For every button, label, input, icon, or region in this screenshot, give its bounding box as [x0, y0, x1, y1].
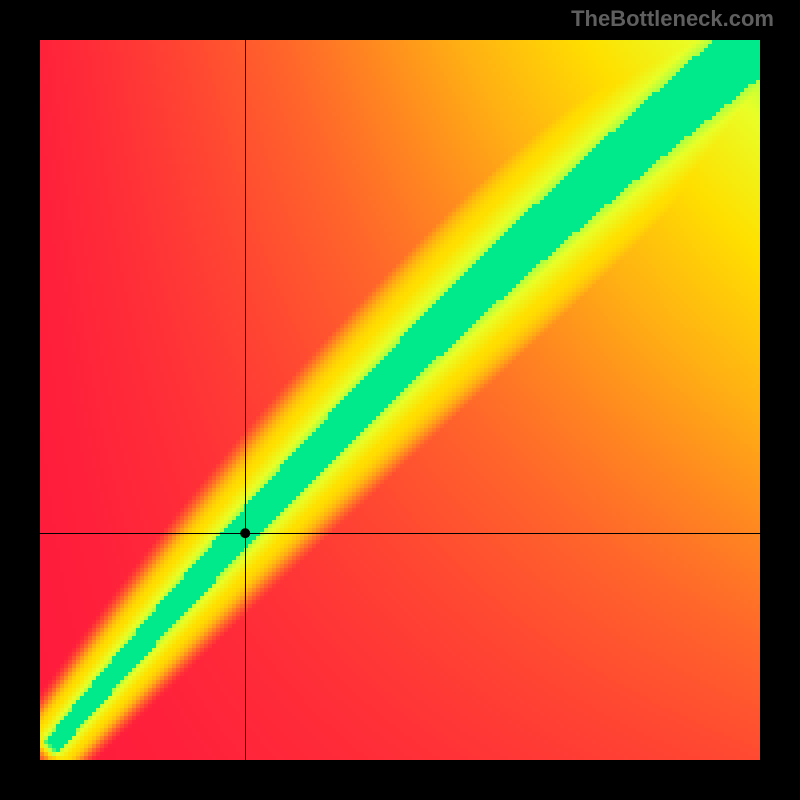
bottleneck-heatmap [0, 0, 800, 800]
source-watermark: TheBottleneck.com [571, 6, 774, 32]
